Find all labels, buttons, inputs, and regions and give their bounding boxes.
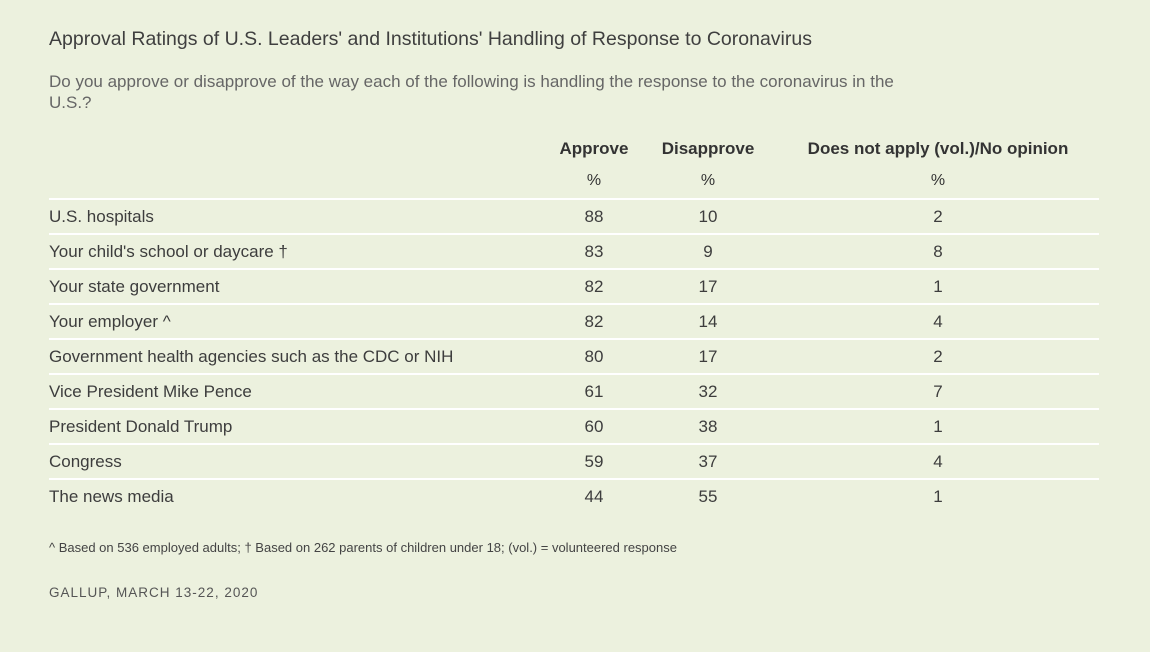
table-row: U.S. hospitals 88 10 2 [49, 198, 1099, 233]
table-row: President Donald Trump 60 38 1 [49, 408, 1099, 443]
table-cell: 37 [698, 452, 718, 471]
table-cell: 83 [584, 242, 604, 261]
table-row: Your employer ^ 82 14 4 [49, 303, 1099, 338]
row-label: President Donald Trump [49, 417, 233, 436]
table-cell: 9 [703, 242, 713, 261]
table-cell: 4 [933, 312, 943, 331]
table-row: Your child's school or daycare † 83 9 8 [49, 233, 1099, 268]
row-label: Your state government [49, 277, 220, 296]
table-cell: 38 [698, 417, 718, 436]
table-cell: 2 [933, 207, 943, 226]
table-cell: 17 [698, 277, 718, 296]
row-label: Vice President Mike Pence [49, 382, 252, 401]
table-row: Government health agencies such as the C… [49, 338, 1099, 373]
table-cell: 1 [933, 277, 943, 296]
table-cell: 14 [698, 312, 718, 331]
table-cell: 82 [584, 277, 604, 296]
table-row: Vice President Mike Pence 61 32 7 [49, 373, 1099, 408]
chart-title: Approval Ratings of U.S. Leaders' and In… [49, 28, 812, 50]
table-cell: 82 [584, 312, 604, 331]
table-row: The news media 44 55 1 [49, 478, 1099, 513]
column-header: Disapprove [661, 139, 755, 158]
column-header: Does not apply (vol.)/No opinion [807, 139, 1069, 158]
column-unit: % [930, 172, 946, 189]
table-cell: 4 [933, 452, 943, 471]
row-label: Government health agencies such as the C… [49, 347, 454, 366]
row-label: Your employer ^ [49, 312, 171, 331]
table-cell: 44 [584, 487, 604, 506]
row-label: Your child's school or daycare † [49, 242, 288, 261]
table-row: Your state government 82 17 1 [49, 268, 1099, 303]
column-unit: % [700, 172, 716, 189]
table-cell: 10 [698, 207, 718, 226]
row-label: The news media [49, 487, 174, 506]
table-cell: 2 [933, 347, 943, 366]
row-label: U.S. hospitals [49, 207, 154, 226]
table-cell: 1 [933, 417, 943, 436]
table-cell: 1 [933, 487, 943, 506]
table-cell: 80 [584, 347, 604, 366]
table-cell: 61 [584, 382, 604, 401]
footnote: ^ Based on 536 employed adults; † Based … [49, 540, 677, 555]
table-cell: 59 [584, 452, 604, 471]
table-row: Congress 59 37 4 [49, 443, 1099, 478]
chart-subtitle: Do you approve or disapprove of the way … [49, 72, 894, 112]
table-cell: 8 [933, 242, 943, 261]
source-credit: GALLUP, MARCH 13-22, 2020 [49, 585, 259, 600]
table-cell: 17 [698, 347, 718, 366]
column-unit: % [586, 172, 602, 189]
table-cell: 55 [698, 487, 718, 506]
table-cell: 7 [933, 382, 943, 401]
row-label: Congress [49, 452, 122, 471]
table-cell: 60 [584, 417, 604, 436]
column-header: Approve [559, 139, 629, 158]
table-cell: 32 [698, 382, 718, 401]
table-cell: 88 [584, 207, 604, 226]
